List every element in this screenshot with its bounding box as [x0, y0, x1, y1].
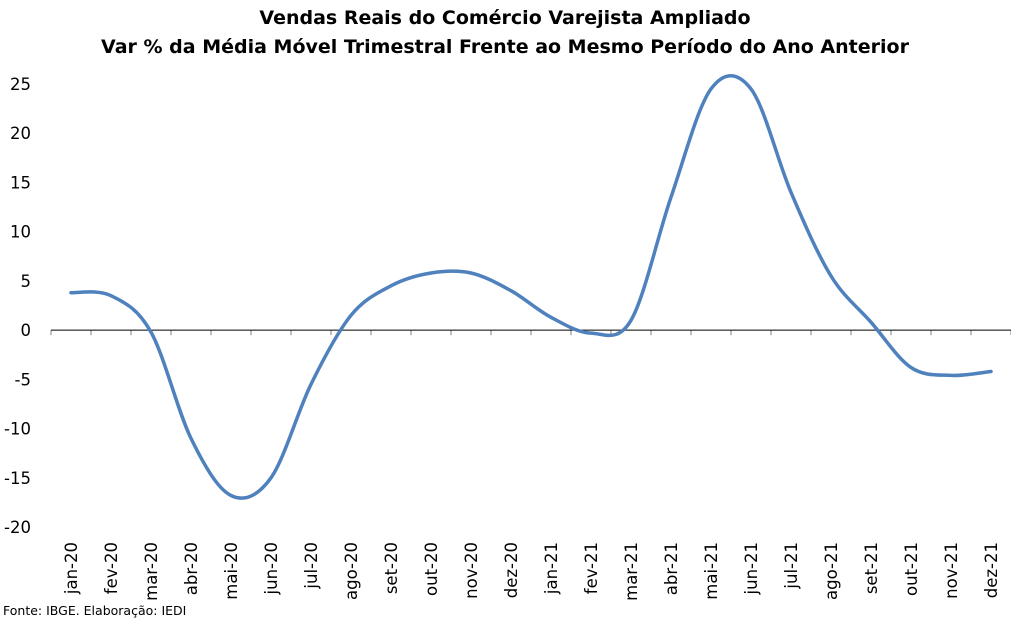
- y-tick-label: -20: [4, 518, 31, 537]
- y-tick-label: 15: [10, 173, 31, 192]
- y-axis-ticks: 25 20 15 10 5 0 -5 -10 -15 -20: [4, 75, 31, 537]
- x-tick-label: mai-20: [222, 542, 241, 600]
- y-tick-label: -5: [15, 370, 31, 389]
- y-tick-label: -10: [4, 420, 31, 439]
- x-tick-label: dez-20: [502, 542, 521, 598]
- y-tick-label: 0: [21, 321, 32, 340]
- x-tick-label: ago-21: [822, 542, 841, 600]
- source-note: Fonte: IBGE. Elaboração: IEDI: [3, 603, 187, 618]
- chart-title: Vendas Reais do Comércio Varejista Ampli…: [259, 7, 750, 29]
- x-tick-label: fev-21: [582, 542, 601, 594]
- x-axis-ticks: jan-20 fev-20 mar-20 abr-20 mai-20 jun-20 jul-…: [50, 330, 1011, 601]
- y-tick-label: 25: [10, 75, 31, 94]
- series-line: [69, 73, 993, 500]
- x-tick-label: abr-21: [662, 542, 681, 595]
- x-tick-label: out-21: [902, 542, 921, 596]
- x-tick-label: set-20: [382, 542, 401, 594]
- x-tick-label: jun-20: [262, 542, 281, 595]
- x-tick-label: mar-21: [622, 542, 641, 601]
- x-tick-label: abr-20: [182, 542, 201, 595]
- y-tick-label: 10: [10, 223, 31, 242]
- chart-subtitle: Var % da Média Móvel Trimestral Frente a…: [101, 36, 910, 58]
- x-tick-label: mar-20: [142, 542, 161, 601]
- y-tick-label: 5: [21, 272, 32, 291]
- x-tick-label: nov-21: [942, 542, 961, 599]
- x-tick-label: ago-20: [342, 542, 361, 600]
- x-tick-label: dez-21: [982, 542, 1001, 598]
- x-tick-label: out-20: [422, 542, 441, 596]
- y-tick-label: 20: [10, 124, 31, 143]
- x-tick-label: jun-21: [742, 542, 761, 595]
- x-tick-label: jul-20: [302, 542, 321, 590]
- x-tick-label: jan-21: [542, 542, 561, 595]
- x-tick-label: nov-20: [462, 542, 481, 599]
- x-tick-label: set-21: [862, 542, 881, 594]
- x-tick-label: jul-21: [782, 542, 801, 590]
- x-tick-label: jan-20: [62, 542, 81, 595]
- x-tick-label: fev-20: [102, 542, 121, 594]
- y-tick-label: -15: [4, 469, 31, 488]
- x-tick-label: mai-21: [702, 542, 721, 600]
